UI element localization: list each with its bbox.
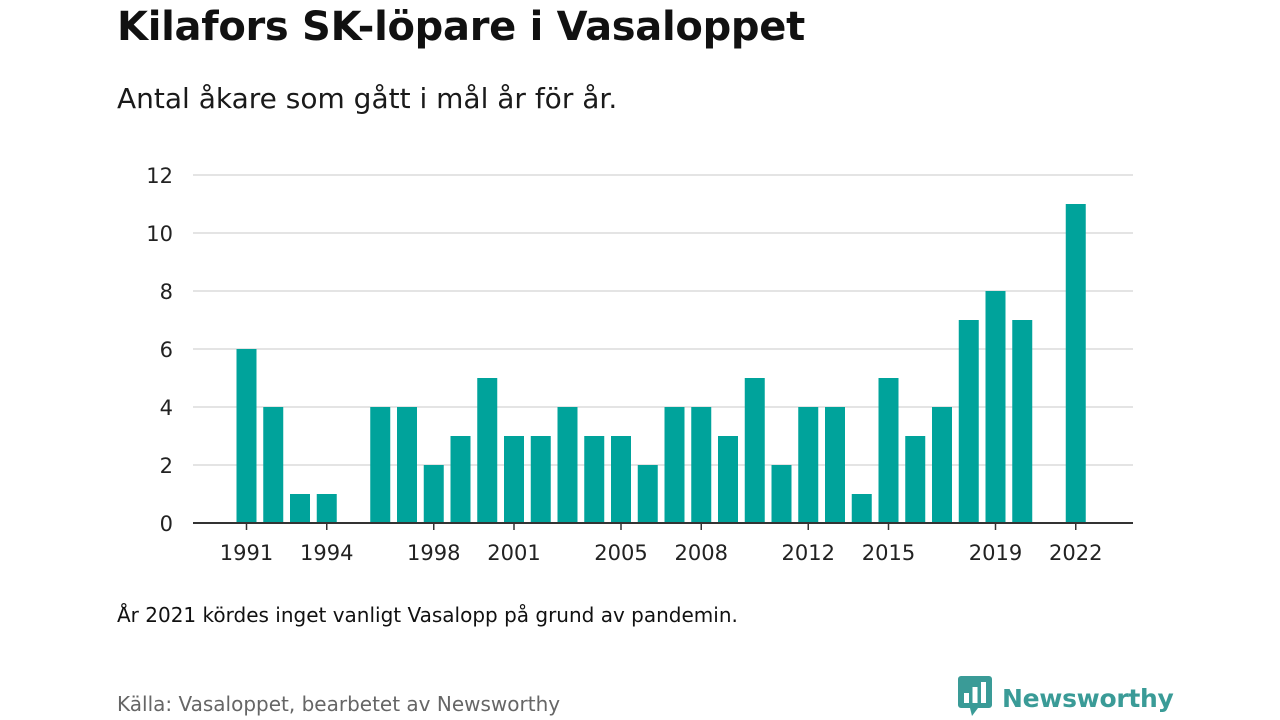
x-tick-label: 2008 [675,541,728,565]
x-tick-label: 1991 [220,541,273,565]
bar-2014 [851,494,872,523]
x-tick-label: 2005 [594,541,647,565]
chart-subtitle: Antal åkare som gått i mål år för år. [117,82,618,115]
x-tick-label: 1994 [300,541,353,565]
y-tick-label: 0 [160,512,173,536]
bar-2010 [744,378,765,523]
bar-2006 [637,465,658,523]
bar-2019 [985,291,1006,523]
y-tick-label: 12 [146,164,173,188]
x-tick-label: 2001 [487,541,540,565]
bar-2003 [557,407,578,523]
bars [236,204,1086,523]
x-tick-label: 2012 [782,541,835,565]
bar-1992 [263,407,284,523]
bar-1999 [450,436,471,523]
bar-2020 [1012,320,1033,523]
source-text: Källa: Vasaloppet, bearbetet av Newswort… [117,692,561,716]
axes: 0 2 4 6 8 10 12 1991 1994 1998 2001 2005 2008 2012 201… [146,164,1133,565]
bar-1991 [236,349,257,523]
y-tick-label: 4 [160,396,173,420]
x-tick-label: 2019 [969,541,1022,565]
y-tick-label: 8 [160,280,173,304]
bar-2018 [958,320,979,523]
bar-1998 [423,465,444,523]
y-tick-label: 2 [160,454,173,478]
bar-1993 [290,494,310,523]
bar-2011 [771,465,792,523]
bar-2007 [664,407,685,523]
bar-2016 [905,436,926,523]
brand-logo: Newsworthy [958,676,1174,720]
bar-2009 [718,436,738,523]
x-tick-label: 1998 [407,541,460,565]
newsworthy-logo-icon [958,676,992,720]
bar-chart: 0 2 4 6 8 10 12 1991 1994 1998 2001 2005 2008 2012 201… [146,164,1133,565]
bar-1994 [316,494,337,523]
bar-1997 [397,407,417,523]
chart-note: År 2021 kördes inget vanligt Vasalopp på… [117,603,738,627]
bar-2017 [932,407,952,523]
brand-name: Newsworthy [1002,683,1174,713]
bar-2012 [798,407,819,523]
x-tick-label: 2015 [862,541,915,565]
bar-2004 [584,436,605,523]
bar-2002 [530,436,551,523]
y-tick-label: 6 [160,338,173,362]
bar-2000 [477,378,498,523]
bar-2015 [878,378,899,523]
bar-1996 [370,407,391,523]
bar-2008 [691,407,712,523]
bar-2013 [825,407,845,523]
chart-title: Kilafors SK-löpare i Vasaloppet [117,4,805,50]
bar-2022 [1065,204,1086,523]
x-tick-label: 2022 [1049,541,1102,565]
y-tick-label: 10 [146,222,173,246]
bar-2001 [504,436,524,523]
bar-2005 [611,436,631,523]
